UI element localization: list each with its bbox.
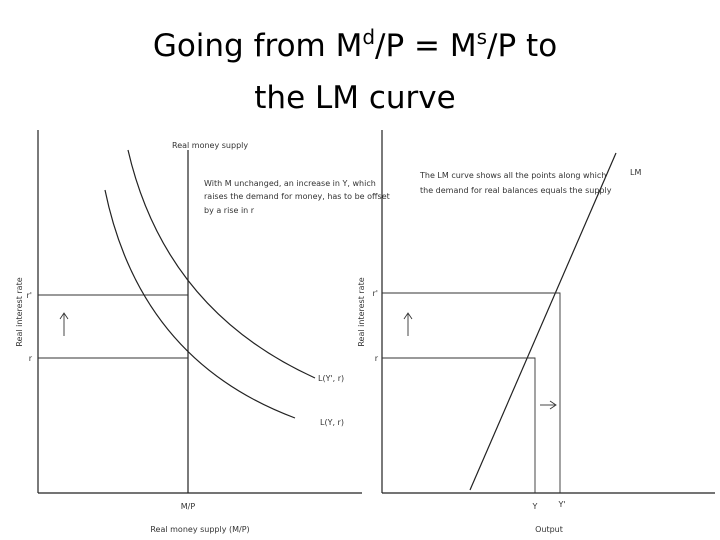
title-part: /P = M <box>375 28 477 64</box>
title-superscript: s <box>477 25 487 49</box>
note-line: The LM curve shows all the points along … <box>419 171 606 180</box>
r-high-label: r' <box>373 289 379 298</box>
note-line: raises the demand for money, has to be o… <box>204 192 390 201</box>
y-label: Real interest rate <box>15 277 24 346</box>
slide-title: Going from Md/P = Ms/P to <box>153 25 557 64</box>
up-arrow-head <box>59 312 69 320</box>
r-high-label: r' <box>27 291 33 300</box>
up-arrow-head <box>403 312 413 320</box>
curve-label: L(Y', r) <box>318 374 344 383</box>
curve-label: L(Y, r) <box>320 418 344 427</box>
r-high-line <box>382 292 561 493</box>
demand-curve-high <box>127 149 316 379</box>
note-line: by a rise in r <box>204 206 255 215</box>
note-line: With M unchanged, an increase in Y, whic… <box>204 179 376 188</box>
x-tick-label: Y' <box>557 500 565 509</box>
right-diagram: The LM curve shows all the points along … <box>357 130 715 534</box>
right-arrow-head <box>549 400 557 410</box>
slide-title: the LM curve <box>254 80 455 116</box>
x-label: Output <box>535 525 563 534</box>
left-diagram: Real money supply With M unchanged, an i… <box>15 130 390 534</box>
lm-curve <box>469 152 617 491</box>
x-label: Real money supply (M/P) <box>150 525 249 534</box>
note-line: the demand for real balances equals the … <box>420 186 612 195</box>
y-label: Real interest rate <box>357 277 366 346</box>
curve-label: LM <box>630 168 641 177</box>
title-superscript: d <box>362 25 375 49</box>
title-part: Going from M <box>153 28 363 64</box>
title-part: /P to <box>487 28 557 64</box>
x-tick-label: Y <box>532 502 538 511</box>
demand-curve-low <box>104 189 296 419</box>
r-low-label: r <box>29 354 33 363</box>
top-label: Real money supply <box>172 141 248 150</box>
r-low-label: r <box>375 354 379 363</box>
r-low-line <box>382 357 536 493</box>
x-tick-label: M/P <box>181 502 196 511</box>
